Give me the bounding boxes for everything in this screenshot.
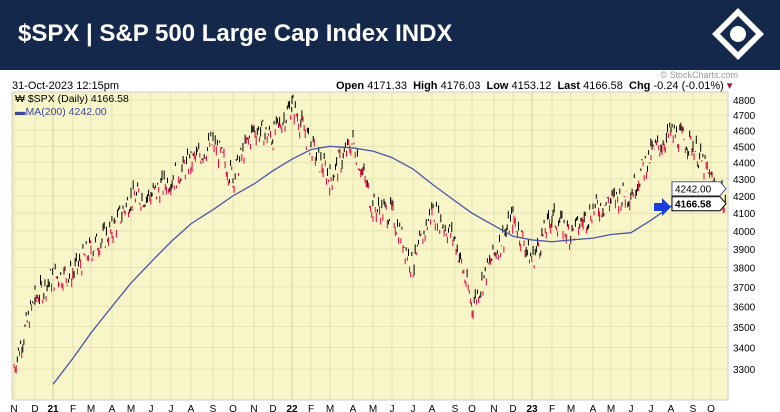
- x-tick-label: M: [127, 404, 135, 412]
- ma200-line: [52, 145, 712, 385]
- x-tick-label: A: [429, 404, 436, 412]
- y-tick-label: 4500: [733, 142, 756, 153]
- open-value: 4171.33: [367, 80, 407, 92]
- x-tick-label: M: [326, 404, 334, 412]
- chg-label: Chg: [629, 80, 651, 92]
- ma-line-icon: ▬: [15, 106, 26, 118]
- x-tick-label: F: [549, 404, 555, 412]
- plot-area: [11, 91, 729, 401]
- x-tick-label: N: [250, 404, 257, 412]
- y-tick-label: 3900: [733, 245, 756, 256]
- x-tick-label: M: [607, 404, 615, 412]
- down-triangle-icon: ▾: [726, 80, 733, 92]
- y-tick-label: 3400: [733, 344, 756, 355]
- y-tick-label: 4000: [733, 227, 756, 238]
- datetime: 31-Oct-2023 12:15pm: [12, 80, 120, 92]
- page-title: $SPX | S&P 500 Large Cap Index INDX: [18, 20, 453, 47]
- x-tick-label: A: [188, 404, 195, 412]
- x-tick-label: O: [707, 404, 715, 412]
- x-tick-label: S: [690, 404, 697, 412]
- x-tick-label: D: [509, 404, 516, 412]
- high-value: 4176.03: [440, 80, 481, 92]
- x-tick-label: M: [87, 404, 95, 412]
- x-tick-label: D: [31, 404, 38, 412]
- x-tick-label: F: [308, 404, 314, 412]
- x-tick-label: S: [452, 404, 459, 412]
- legend-price: ₩ $SPX (Daily) 4166.58: [15, 93, 129, 105]
- x-tick-label: J: [169, 404, 174, 412]
- legend-ma-text: MA(200) 4242.00: [25, 106, 107, 118]
- header: $SPX | S&P 500 Large Cap Index INDX: [0, 0, 780, 70]
- x-tick-label: J: [649, 404, 654, 412]
- low-label: Low: [486, 80, 509, 92]
- candle-icon: ₩: [15, 93, 25, 105]
- y-tick-label: 4100: [733, 209, 756, 220]
- x-tick-label: A: [109, 404, 116, 412]
- x-tick-label: O: [229, 404, 237, 412]
- x-tick-label: A: [590, 404, 597, 412]
- y-tick-label: 3300: [733, 365, 756, 376]
- y-tick-label: 3800: [733, 264, 756, 275]
- legend-ma: ▬MA(200) 4242.00: [15, 106, 107, 118]
- x-tick-label: A: [668, 404, 675, 412]
- price-value-tag-box: [671, 196, 727, 212]
- watermark: © StockCharts.com: [660, 70, 738, 80]
- x-tick-label: 22: [286, 404, 298, 412]
- low-value: 4153.12: [511, 80, 552, 92]
- last-value: 4166.58: [583, 80, 623, 92]
- x-tick-label: J: [390, 404, 395, 412]
- y-tick-label: 3600: [733, 303, 756, 314]
- x-tick-label: 21: [47, 404, 59, 412]
- high-label: High: [413, 80, 438, 92]
- price-value-tag: 4166.58: [675, 200, 712, 211]
- x-tick-label: 23: [526, 404, 538, 412]
- x-tick-label: M: [567, 404, 575, 412]
- x-tick-label: M: [369, 404, 377, 412]
- x-tick-label: O: [468, 404, 476, 412]
- lion-logo-icon: [712, 8, 764, 60]
- blue-arrow-icon: [654, 198, 671, 216]
- y-tick-label: 4300: [733, 175, 756, 186]
- x-tick-label: J: [149, 404, 154, 412]
- x-tick-label: F: [70, 404, 76, 412]
- y-tick-label: 4200: [733, 192, 756, 203]
- y-tick-label: 3700: [733, 283, 756, 294]
- legend-price-text: $SPX (Daily) 4166.58: [27, 93, 129, 105]
- x-tick-label: D: [269, 404, 276, 412]
- x-tick-label: N: [490, 404, 497, 412]
- y-tick-label: 4800: [733, 96, 756, 107]
- x-tick-label: A: [350, 404, 357, 412]
- ma-value-tag-box: [671, 181, 727, 197]
- y-tick-label: 3500: [733, 323, 756, 334]
- y-tick-label: 4700: [733, 111, 756, 122]
- chg-value: -0.24 (-0.01%): [653, 80, 724, 92]
- ma-value-tag: 4242.00: [675, 185, 712, 196]
- y-tick-label: 4400: [733, 158, 756, 169]
- x-tick-label: N: [10, 404, 17, 412]
- ohlc-readout: Open 4171.33 High 4176.03 Low 4153.12 La…: [336, 80, 732, 92]
- last-label: Last: [557, 80, 581, 92]
- x-tick-label: S: [210, 404, 217, 412]
- y-tick-label: 4600: [733, 127, 756, 138]
- x-tick-label: J: [411, 404, 416, 412]
- x-tick-label: J: [629, 404, 634, 412]
- open-label: Open: [336, 80, 365, 92]
